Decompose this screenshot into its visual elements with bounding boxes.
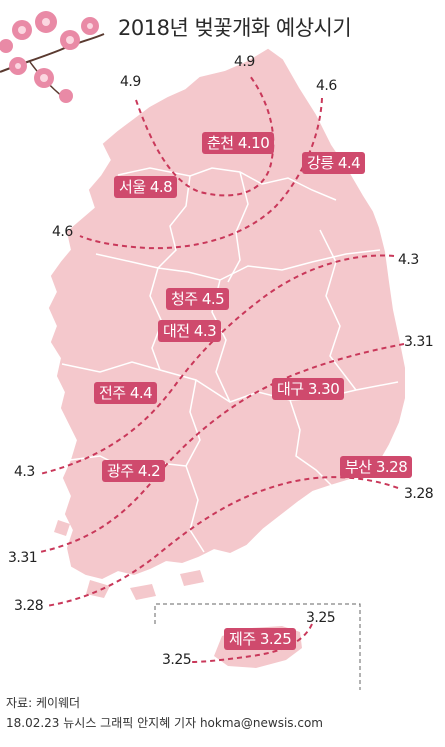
credit-text: 18.02.23 뉴시스 그래픽 안지혜 기자 hokma@newsis.com bbox=[6, 714, 323, 731]
isoline-label-3-25-left: 3.25 bbox=[162, 652, 191, 668]
city-label-jeju: 제주 3.25 bbox=[224, 628, 296, 650]
isoline-label-3-31-right: 3.31 bbox=[404, 334, 433, 350]
isoline-label-4-3-right: 4.3 bbox=[398, 252, 419, 268]
isoline-label-3-25-right: 3.25 bbox=[306, 610, 335, 626]
isoline-label-4-9-left: 4.9 bbox=[120, 74, 141, 90]
city-label-daejeon: 대전 4.3 bbox=[158, 320, 221, 342]
isoline-label-3-28-left: 3.28 bbox=[14, 598, 43, 614]
isoline-label-3-31-left: 3.31 bbox=[8, 550, 37, 566]
city-label-busan: 부산 3.28 bbox=[340, 456, 412, 478]
city-label-seoul: 서울 4.8 bbox=[114, 176, 177, 198]
isoline-label-3-28-right: 3.28 bbox=[404, 486, 433, 502]
city-label-cheongju: 청주 4.5 bbox=[166, 288, 229, 310]
mainland bbox=[50, 50, 404, 578]
city-label-jeonju: 전주 4.4 bbox=[94, 382, 157, 404]
isoline-label-4-3-left: 4.3 bbox=[14, 464, 35, 480]
city-label-daegu: 대구 3.30 bbox=[272, 378, 344, 400]
page-title: 2018년 벚꽃개화 예상시기 bbox=[118, 12, 418, 42]
cherry-blossom-branch bbox=[0, 11, 104, 103]
isoline-label-4-6-left: 4.6 bbox=[52, 224, 73, 240]
isoline-label-4-6-top: 4.6 bbox=[316, 78, 337, 94]
city-label-chuncheon: 춘천 4.10 bbox=[202, 132, 274, 154]
city-label-gwangju: 광주 4.2 bbox=[102, 460, 165, 482]
city-label-gangneung: 강릉 4.4 bbox=[302, 152, 365, 174]
isoline-label-4-9-top: 4.9 bbox=[234, 54, 255, 70]
source-text: 자료: 케이웨더 bbox=[6, 694, 80, 711]
